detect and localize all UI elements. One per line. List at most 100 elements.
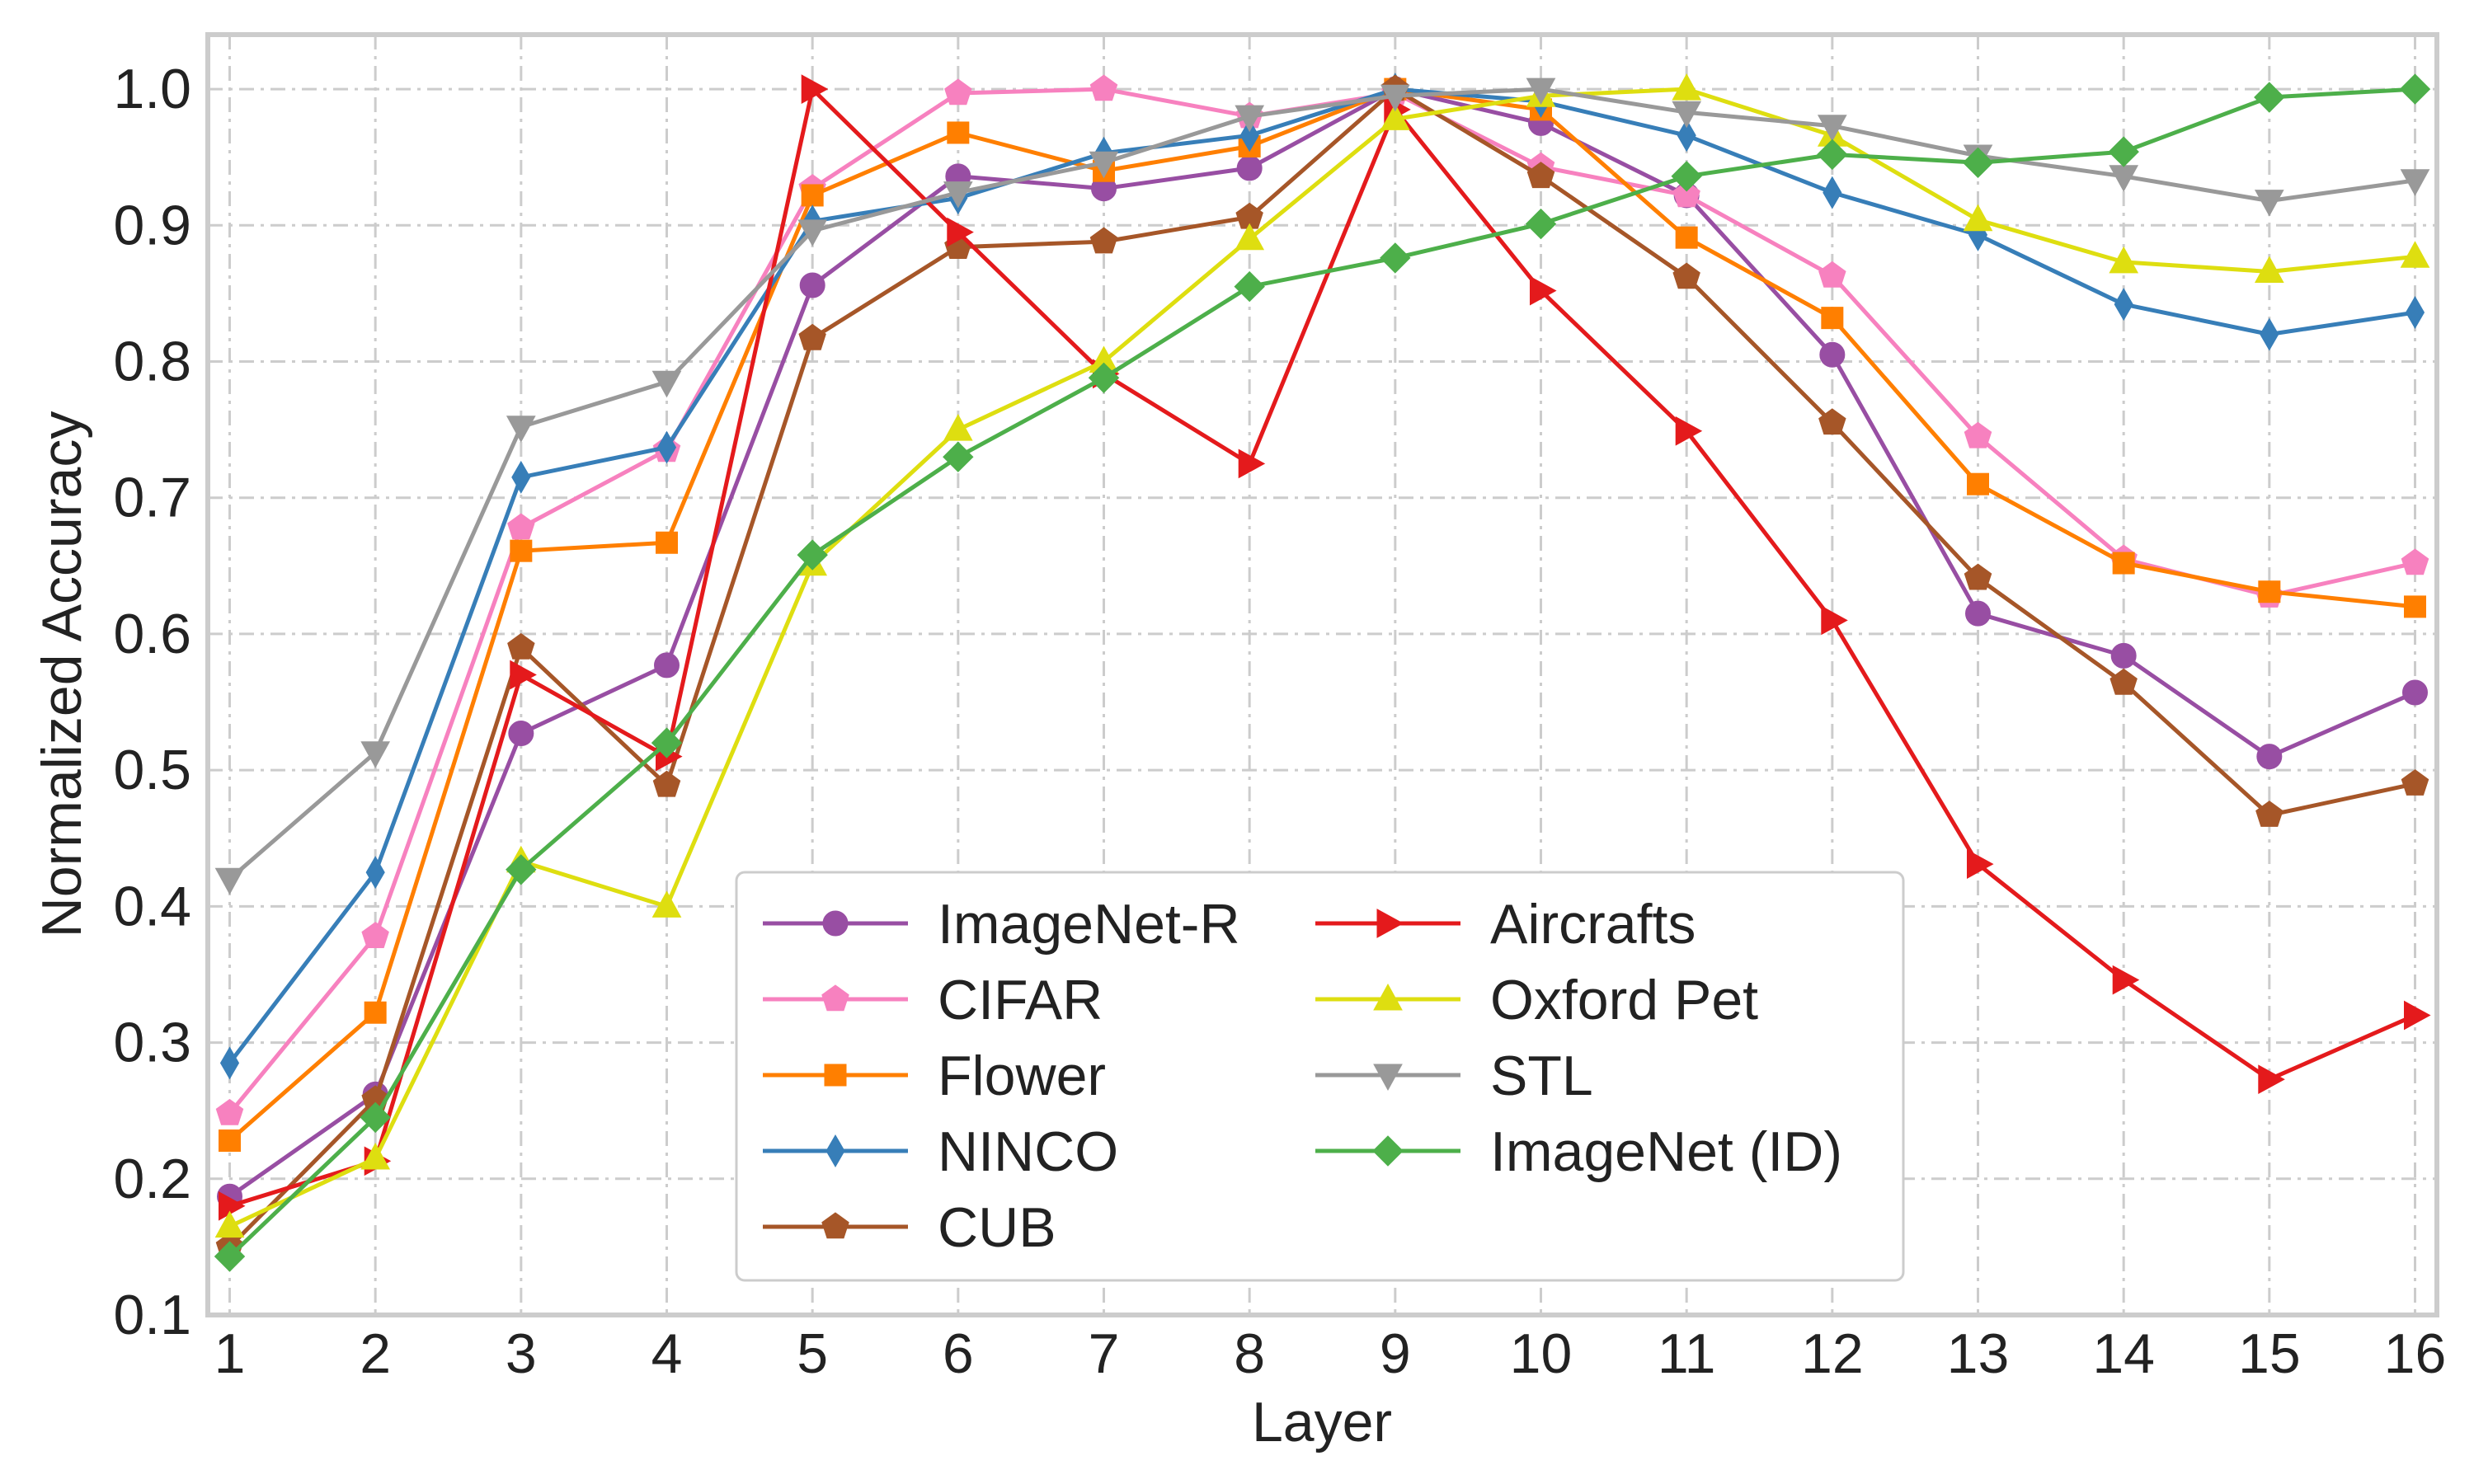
x-tick-label: 5 (797, 1322, 828, 1385)
legend-swatch-marker (1372, 1135, 1404, 1167)
data-point-cifar (1964, 421, 1992, 448)
legend: ImageNet-R CIFAR Flower NINCO CUB Aircrafts Ox… (735, 871, 1905, 1282)
data-point-imagenet-id (1234, 270, 1265, 303)
data-point-imagenet-r (1965, 600, 1991, 627)
data-point-flower (510, 539, 533, 562)
data-point-cub (2255, 801, 2284, 827)
series-line-oxford-pet (228, 87, 2415, 1228)
data-point-stl (2400, 169, 2430, 196)
data-point-aircrafts (1675, 416, 1703, 446)
x-tick-label: 8 (1234, 1322, 1265, 1385)
legend-label: Aircrafts (1490, 893, 1696, 956)
series-line-imagenet-id (228, 87, 2415, 1258)
data-point-flower (2112, 552, 2135, 575)
y-tick-label: 1.0 (113, 58, 191, 120)
legend-item-imagenet-r: ImageNet-R (763, 893, 1240, 956)
data-point-stl (1235, 105, 1265, 133)
data-point-imagenet-id (651, 727, 683, 758)
data-point-flower (219, 1129, 241, 1153)
data-point-imagenet-r (2402, 679, 2428, 706)
legend-label: Flower (938, 1045, 1106, 1107)
data-point-ninco (1823, 176, 1842, 209)
data-point-cub (1672, 262, 1700, 289)
data-point-oxford-pet (2109, 246, 2139, 274)
data-point-imagenet-id (1088, 362, 1120, 394)
data-point-aircrafts (801, 74, 829, 104)
x-tick-label: 7 (1089, 1322, 1120, 1385)
data-point-cifar (1818, 261, 1846, 288)
data-point-cub (1964, 563, 1992, 590)
series-stl (214, 77, 2430, 895)
data-point-ninco (2260, 317, 2279, 351)
y-tick-labels: 0.1 0.2 0.3 0.4 0.5 0.6 0.7 0.8 0.9 1.0 (113, 58, 191, 1346)
data-point-oxford-pet (1235, 223, 1265, 251)
x-tick-label: 6 (943, 1322, 974, 1385)
data-point-imagenet-r (2256, 744, 2283, 770)
data-point-aircrafts (1530, 275, 1557, 306)
data-point-cifar (1672, 181, 1700, 208)
legend-swatch-marker (822, 910, 849, 937)
legend-swatch-marker (825, 1134, 845, 1167)
x-tick-label: 10 (1510, 1322, 1573, 1385)
data-point-aircrafts (510, 660, 537, 690)
series-line-ninco (228, 87, 2415, 1064)
data-point-imagenet-id (1671, 161, 1702, 192)
data-point-oxford-pet (1672, 73, 1702, 101)
data-point-imagenet-id (1525, 208, 1557, 240)
data-point-oxford-pet (651, 890, 682, 918)
x-tick-label: 13 (1947, 1322, 2010, 1385)
legend-item-aircrafts: Aircrafts (1315, 893, 1696, 956)
data-point-imagenet-id (1962, 147, 1994, 179)
data-point-oxford-pet (2400, 241, 2430, 268)
y-tick-label: 0.9 (113, 194, 191, 256)
y-tick-label: 0.4 (113, 875, 191, 937)
data-point-stl (651, 370, 682, 398)
data-point-imagenet-id (1817, 139, 1848, 171)
series-imagenet-id (214, 73, 2431, 1272)
y-tick-label: 0.2 (113, 1148, 191, 1210)
data-point-oxford-pet (214, 1210, 245, 1238)
data-point-flower (1967, 472, 1989, 495)
data-point-flower (947, 121, 970, 144)
series-group (214, 73, 2431, 1272)
legend-item-stl: STL (1315, 1045, 1593, 1107)
legend-swatch-marker (1373, 1064, 1403, 1092)
data-point-cub (2109, 668, 2138, 695)
series-line-stl (228, 87, 2415, 881)
y-tick-label: 0.7 (113, 467, 191, 529)
data-point-imagenet-id (943, 441, 974, 472)
legend-label: NINCO (938, 1120, 1118, 1183)
data-point-oxford-pet (360, 1142, 391, 1170)
data-point-stl (943, 181, 973, 209)
data-point-flower (2404, 595, 2426, 618)
data-point-oxford-pet (943, 414, 973, 441)
legend-swatch-marker (1373, 983, 1403, 1011)
data-point-cifar (1089, 74, 1118, 101)
legend-label: CIFAR (938, 969, 1103, 1031)
y-axis-title: Normalized Accuracy (31, 411, 93, 938)
x-tick-label: 12 (1801, 1322, 1864, 1385)
data-point-stl (2254, 190, 2284, 217)
data-point-imagenet-id (214, 1241, 246, 1272)
data-point-flower (2258, 580, 2281, 603)
data-point-imagenet-id (2108, 136, 2139, 167)
legend-swatch-marker (824, 1064, 847, 1087)
data-point-oxford-pet (1380, 103, 1410, 130)
x-tick-label: 1 (214, 1322, 246, 1385)
data-point-cifar (507, 513, 535, 540)
x-tick-label: 4 (651, 1322, 683, 1385)
data-point-imagenet-id (506, 854, 537, 885)
legend-item-oxford-pet: Oxford Pet (1315, 969, 1758, 1031)
plot-frame (205, 32, 2439, 1317)
series-line-aircrafts (228, 87, 2416, 1209)
x-tick-label: 14 (2092, 1322, 2155, 1385)
data-point-flower (1821, 307, 1844, 330)
data-point-imagenet-r (2110, 642, 2137, 669)
data-point-aircrafts (219, 1190, 246, 1221)
data-point-cub (652, 770, 681, 797)
legend-item-cub: CUB (763, 1196, 1056, 1259)
y-tick-label: 0.8 (113, 331, 191, 393)
data-point-imagenet-r (1819, 341, 1846, 368)
data-point-ninco (511, 460, 531, 494)
legend-label: STL (1490, 1045, 1593, 1107)
